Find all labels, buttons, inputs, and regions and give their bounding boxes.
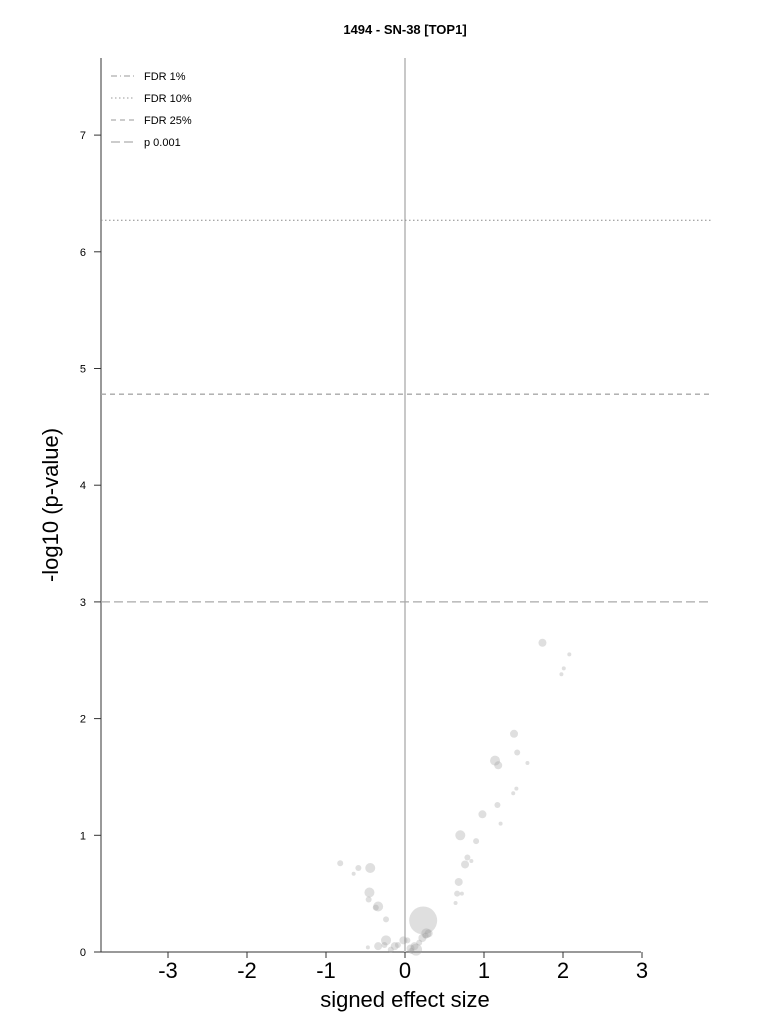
data-point: [567, 652, 572, 657]
data-points: [337, 638, 572, 956]
data-point: [408, 947, 415, 954]
legend-label: FDR 10%: [144, 93, 192, 105]
y-tick-label: 6: [80, 247, 86, 259]
data-point: [365, 862, 376, 873]
data-point: [365, 945, 370, 950]
data-point: [418, 933, 427, 942]
data-point: [399, 936, 408, 945]
data-point: [404, 937, 411, 944]
x-tick-label: 2: [557, 958, 569, 983]
data-point: [355, 864, 362, 871]
chart-title: 1494 - SN-38 [TOP1]: [343, 22, 466, 37]
data-point: [421, 928, 432, 939]
x-ticks: -3 -2 -1 0 1 2 3: [158, 952, 648, 983]
data-point: [454, 877, 463, 886]
x-tick-label: 0: [399, 958, 411, 983]
data-point: [365, 896, 372, 903]
y-tick-label: 0: [80, 947, 86, 959]
data-point: [453, 900, 458, 905]
data-point: [454, 890, 461, 897]
data-point: [372, 904, 379, 911]
y-axis-label: -log10 (p-value): [38, 428, 63, 582]
data-point: [406, 944, 415, 953]
y-tick-label: 7: [80, 130, 86, 142]
y-tick-label: 2: [80, 714, 86, 726]
data-point: [461, 860, 470, 869]
data-point: [381, 935, 392, 946]
y-tick-label: 5: [80, 364, 86, 376]
data-point: [464, 854, 471, 861]
data-point: [559, 672, 564, 677]
data-point: [494, 801, 501, 808]
data-point: [422, 932, 429, 939]
data-point: [409, 906, 438, 935]
data-point: [351, 871, 356, 876]
x-tick-label: -1: [316, 958, 336, 983]
data-point: [511, 791, 516, 796]
data-point: [561, 666, 566, 671]
y-ticks: 0 1 2 3 4 5 6 7: [80, 130, 101, 959]
data-point: [498, 821, 503, 826]
data-point: [455, 830, 466, 841]
y-tick-label: 3: [80, 597, 86, 609]
legend: FDR 1% FDR 10% FDR 25% p 0.001: [111, 71, 192, 149]
data-point: [383, 916, 390, 923]
data-point: [390, 942, 399, 951]
y-tick-label: 4: [80, 480, 86, 492]
data-point: [337, 860, 344, 867]
x-tick-label: 3: [636, 958, 648, 983]
y-tick-label: 1: [80, 830, 86, 842]
data-point: [514, 786, 519, 791]
data-point: [478, 810, 487, 819]
x-tick-label: -3: [158, 958, 178, 983]
x-tick-label: 1: [478, 958, 490, 983]
data-point: [373, 901, 384, 912]
data-point: [374, 942, 383, 951]
data-point: [410, 943, 423, 956]
threshold-lines: [101, 219, 711, 603]
data-point: [394, 941, 401, 948]
data-point: [459, 891, 464, 896]
data-point: [538, 638, 547, 647]
data-point: [387, 946, 394, 953]
data-point: [510, 729, 519, 738]
data-point: [381, 941, 388, 948]
x-axis-label: signed effect size: [320, 987, 490, 1012]
data-point: [473, 838, 480, 845]
data-point: [525, 760, 530, 765]
x-tick-label: -2: [237, 958, 257, 983]
data-point: [490, 755, 501, 766]
data-point: [410, 942, 419, 951]
data-point: [416, 939, 423, 946]
data-point: [364, 887, 375, 898]
legend-label: FDR 25%: [144, 115, 192, 127]
data-point: [514, 749, 521, 756]
legend-label: FDR 1%: [144, 71, 186, 83]
legend-label: p 0.001: [144, 137, 181, 149]
data-point: [469, 858, 474, 863]
data-point: [424, 929, 433, 938]
data-point: [494, 761, 503, 770]
